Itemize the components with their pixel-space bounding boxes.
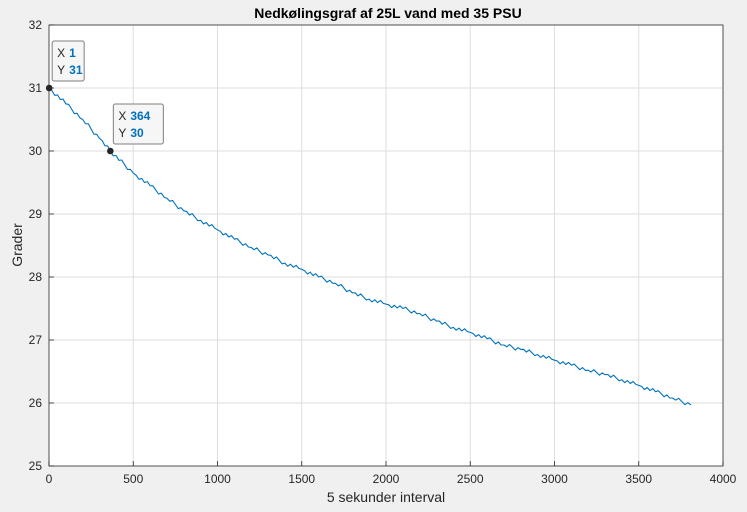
x-tick-label: 2000 xyxy=(373,472,400,486)
chart-title: Nedkølingsgraf af 25L vand med 35 PSU xyxy=(254,5,521,21)
x-tick-label: 0 xyxy=(46,472,53,486)
y-tick-label: 28 xyxy=(29,270,43,284)
series-line xyxy=(48,87,692,406)
x-tick-label: 1500 xyxy=(288,472,315,486)
y-tick-label: 32 xyxy=(29,18,43,32)
series-layer xyxy=(48,87,692,406)
datatip[interactable]: X 364 Y 30 xyxy=(107,103,164,155)
y-tick-label: 31 xyxy=(29,81,43,95)
datatip-x-value: 364 xyxy=(130,109,150,123)
grid xyxy=(49,25,723,466)
datatip-marker xyxy=(107,147,114,155)
x-tick-label: 3500 xyxy=(625,472,652,486)
tick-layer: 0 500 1000 1500 2000 2500 3000 3500 4000 25 26 27 28… xyxy=(29,18,737,486)
datatip-x-label: X xyxy=(118,109,126,123)
x-tick-label: 1000 xyxy=(204,472,231,486)
x-tick-label: 500 xyxy=(123,472,143,486)
datatip-y-value: 30 xyxy=(130,126,144,140)
y-axis-label: Grader xyxy=(9,223,25,267)
x-axis-label: 5 sekunder interval xyxy=(327,489,445,505)
y-tick-label: 26 xyxy=(29,396,43,410)
datatip-y-value: 31 xyxy=(69,63,83,77)
x-tick-label: 3000 xyxy=(541,472,568,486)
datatip-x-label: X xyxy=(57,46,65,60)
datatip-box xyxy=(51,40,85,82)
datatip[interactable]: X 1Y 31 xyxy=(45,40,85,92)
datatip-x-value: 1 xyxy=(69,46,76,60)
y-tick-label: 27 xyxy=(29,333,43,347)
y-tick-label: 25 xyxy=(29,459,43,473)
datatip-box xyxy=(112,103,164,145)
y-tick-label: 29 xyxy=(29,207,43,221)
datatip-marker xyxy=(45,84,53,92)
x-tick-label: 2500 xyxy=(457,472,484,486)
datatip-y-label: Y xyxy=(118,126,126,140)
x-tick-label: 4000 xyxy=(710,472,737,486)
y-tick-label: 30 xyxy=(29,144,43,158)
datatip-y-label: Y xyxy=(57,63,65,77)
